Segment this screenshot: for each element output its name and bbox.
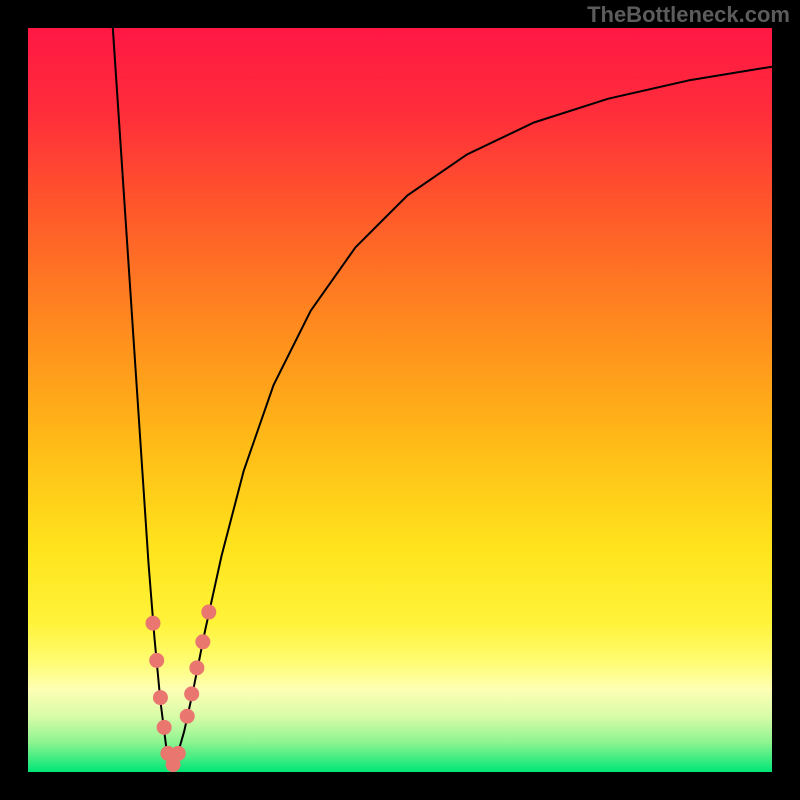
marker-point [157,720,171,734]
gradient-background [28,28,772,772]
marker-point [171,746,185,760]
chart-frame: TheBottleneck.com [0,0,800,800]
marker-point [146,616,160,630]
plot-svg [28,28,772,772]
plot-area [28,28,772,772]
marker-point [185,687,199,701]
marker-point [196,635,210,649]
watermark-text: TheBottleneck.com [587,2,790,28]
marker-point [190,661,204,675]
marker-point [150,653,164,667]
marker-point [180,709,194,723]
marker-point [202,605,216,619]
marker-point [153,691,167,705]
